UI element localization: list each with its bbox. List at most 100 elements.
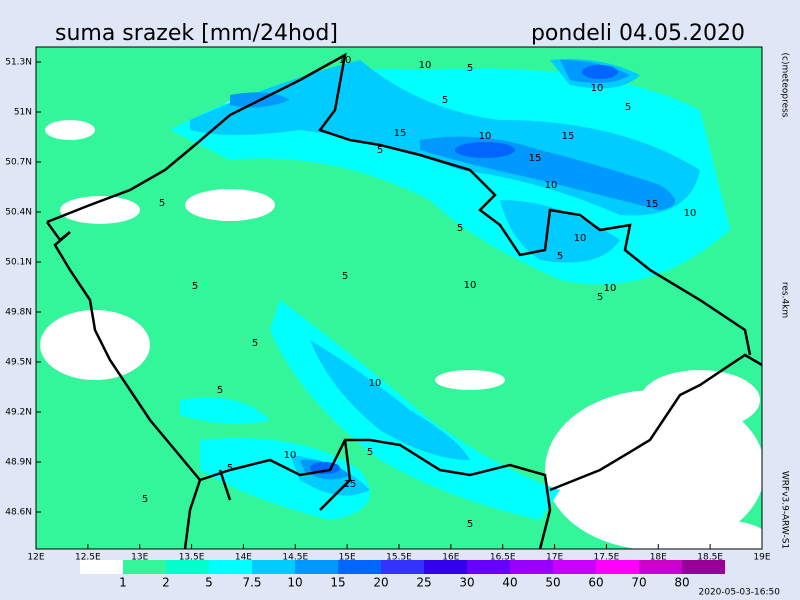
lat-label: 50.4N: [5, 208, 32, 218]
contour-label: 5: [142, 494, 148, 505]
legend-label: 60: [588, 576, 603, 590]
lon-label: 14.5E: [282, 553, 308, 563]
legend-swatch: [381, 560, 424, 574]
contour-label: 5: [217, 385, 223, 396]
legend-swatch: [553, 560, 596, 574]
legend-swatch: [338, 560, 381, 574]
lat-label: 48.6N: [5, 508, 32, 518]
contour-label: 10: [591, 83, 604, 94]
legend-swatch: [682, 560, 725, 574]
legend-swatch: [639, 560, 682, 574]
contour-label: 15: [562, 131, 575, 142]
legend-label: 80: [674, 576, 689, 590]
lon-label: 13E: [131, 553, 148, 563]
lat-label: 51N: [14, 108, 32, 118]
lat-label: 49.8N: [5, 308, 32, 318]
legend-label: 2: [162, 576, 170, 590]
contour-label: 5: [377, 145, 383, 156]
legend-swatch: [467, 560, 510, 574]
contour-label: 5: [442, 95, 448, 106]
lon-label: 15E: [339, 553, 356, 563]
lat-label: 49.5N: [5, 358, 32, 368]
lon-label: 17.5E: [594, 553, 620, 563]
contour-label: 10: [574, 233, 587, 244]
lon-label: 18.5E: [697, 553, 723, 563]
legend-label: 40: [502, 576, 517, 590]
legend-swatch: [209, 560, 252, 574]
resolution: res.4km: [780, 282, 790, 318]
contour-label: 10: [545, 180, 558, 191]
legend-label: 20: [373, 576, 388, 590]
border: [45, 52, 762, 549]
contour-label: 10: [604, 283, 617, 294]
legend-swatch: [424, 560, 467, 574]
lat-label: 48.9N: [5, 458, 32, 468]
contour-label: 10: [369, 378, 382, 389]
legend-label: 7.5: [242, 576, 261, 590]
contour-label: 15: [344, 479, 357, 490]
legend-label: 30: [459, 576, 474, 590]
contour-label: 5: [557, 251, 563, 262]
lon-label: 13.5E: [179, 553, 205, 563]
lon-label: 16E: [442, 553, 459, 563]
contour-label: 5: [467, 519, 473, 530]
lon-label: 19E: [753, 553, 770, 563]
contour-label: 5: [625, 102, 631, 113]
lon-label: 15.5E: [386, 553, 412, 563]
legend-label: 5: [205, 576, 213, 590]
lat-label: 51.3N: [5, 58, 32, 68]
contour-label: 5: [159, 198, 165, 209]
copyright: (c)meteopress: [780, 53, 790, 118]
lon-label: 16.5E: [490, 553, 516, 563]
legend: 1 2 5 7.5 10 15 20 25 30 40 50 60 70 80: [80, 560, 725, 590]
legend-label: 50: [545, 576, 560, 590]
legend-label: 70: [631, 576, 646, 590]
dry-areas: [40, 98, 762, 549]
lat-label: 50.1N: [5, 258, 32, 268]
model: WRFv3.9-ARW-S1: [780, 471, 790, 549]
title: suma srazek [mm/24hod]: [55, 21, 338, 46]
contour-label: 15: [394, 128, 407, 139]
contour-label: 5: [342, 271, 348, 282]
contour-label: 5: [192, 281, 198, 292]
contour-label: 5: [597, 292, 603, 303]
contour-label: 10: [684, 208, 697, 219]
legend-label: 25: [416, 576, 431, 590]
legend-swatch: [252, 560, 295, 574]
contour-label: 10: [339, 55, 352, 66]
contour-label: 10: [464, 280, 477, 291]
contour-label: 5: [457, 223, 463, 234]
contour-label: 5: [252, 338, 258, 349]
date: pondeli 04.05.2020: [531, 21, 745, 46]
contour-label: 15: [529, 153, 542, 164]
lat-label: 50.7N: [5, 158, 32, 168]
legend-swatch: [596, 560, 639, 574]
axes: 51.3N 51N 50.7N 50.4N 50.1N 49.8N 49.5N 49.2N 48…: [5, 58, 771, 563]
lon-label: 12E: [27, 553, 44, 563]
legend-label: 10: [287, 576, 302, 590]
contour-label: 10: [479, 131, 492, 142]
contour-label: 15: [646, 199, 659, 210]
lon-label: 14E: [235, 553, 252, 563]
contour-label: 10: [284, 450, 297, 461]
contour-label: 5: [467, 63, 473, 74]
peak-areas: [310, 65, 618, 474]
legend-swatch: [80, 560, 123, 574]
legend-swatch: [295, 560, 338, 574]
contour-label: 10: [419, 60, 432, 71]
legend-label: 1: [119, 576, 127, 590]
legend-swatch: [123, 560, 166, 574]
lon-label: 12.5E: [75, 553, 101, 563]
legend-swatch: [166, 560, 209, 574]
contour-label: 5: [367, 447, 373, 458]
lon-label: 17E: [546, 553, 563, 563]
timestamp: 2020-05-03-16:50: [699, 588, 781, 598]
legend-label: 15: [330, 576, 345, 590]
legend-swatch: [510, 560, 553, 574]
contour-label: 5: [227, 463, 233, 474]
lat-label: 49.2N: [5, 408, 32, 418]
lon-label: 18E: [650, 553, 667, 563]
